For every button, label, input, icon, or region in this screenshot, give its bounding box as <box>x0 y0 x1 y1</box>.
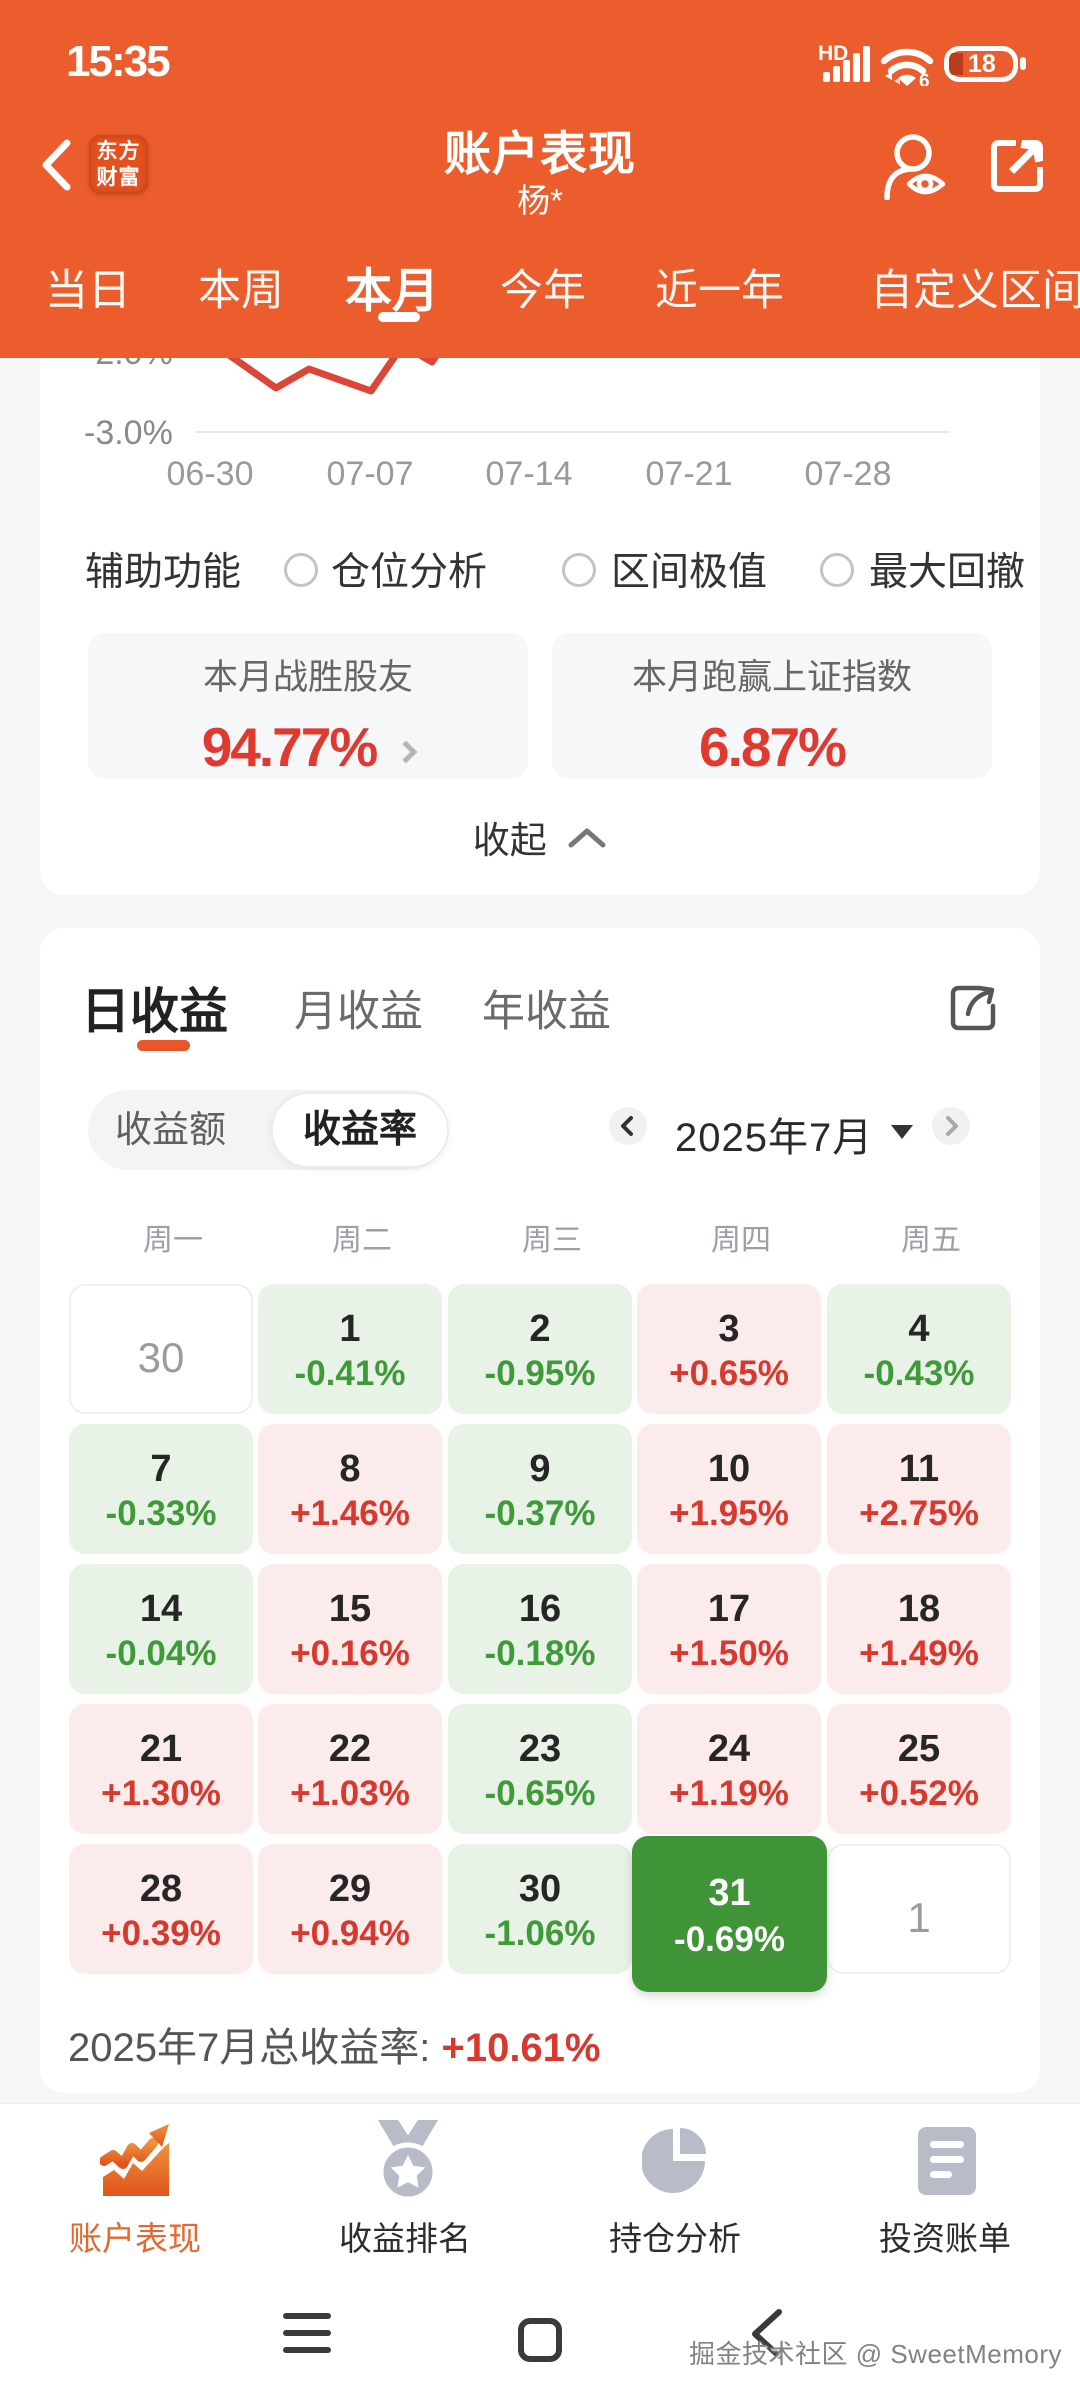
svg-text:HD: HD <box>818 42 848 65</box>
svg-text:18: 18 <box>968 50 996 78</box>
svg-text:6: 6 <box>919 71 930 86</box>
